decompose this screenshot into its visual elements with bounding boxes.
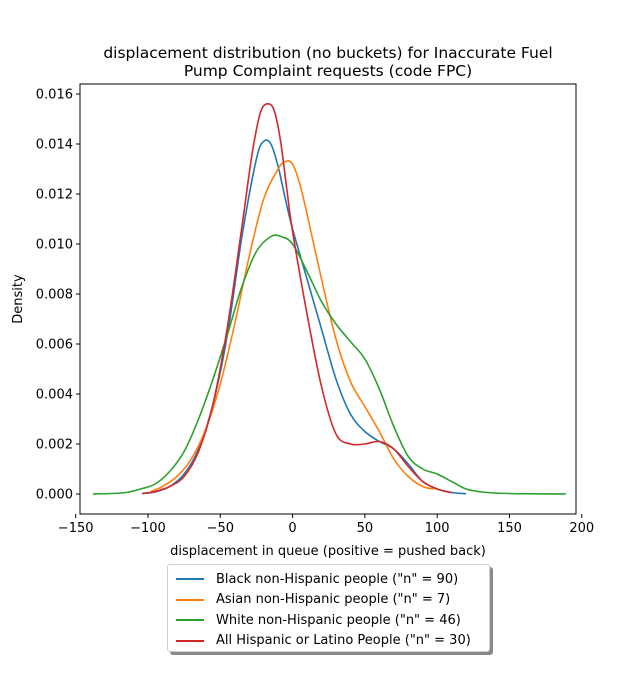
- y-tick-label: 0.004: [36, 388, 73, 403]
- y-tick-label: 0.016: [36, 88, 73, 103]
- x-tick-label: −100: [130, 521, 166, 536]
- x-tick-label: −150: [58, 521, 94, 536]
- legend-item: Asian non-Hispanic people ("n" = 7): [176, 590, 489, 611]
- legend-swatch-black: [176, 578, 204, 581]
- legend-label: White non-Hispanic people ("n" = 46): [216, 612, 461, 628]
- legend-swatch-white: [176, 619, 204, 622]
- x-tick-label: 150: [497, 521, 522, 536]
- y-tick-label: 0.012: [36, 188, 73, 203]
- y-tick-label: 0.010: [36, 238, 73, 253]
- series-line-0: [142, 139, 467, 495]
- y-axis-label: Density: [11, 274, 26, 324]
- legend-label: All Hispanic or Latino People ("n" = 30): [216, 633, 471, 649]
- y-tick-label: 0.014: [36, 138, 73, 153]
- x-axis: −150 −100 −50 0 50 100 150 200: [58, 514, 594, 536]
- plot-frame: [79, 83, 577, 515]
- legend-label: Asian non-Hispanic people ("n" = 7): [216, 592, 451, 608]
- x-tick-label: −50: [207, 521, 234, 536]
- x-axis-label: displacement in queue (positive = pushed…: [170, 544, 486, 559]
- chart-title-line-1: displacement distribution (no buckets) f…: [103, 44, 552, 62]
- x-tick-label: 100: [425, 521, 450, 536]
- y-tick-label: 0.008: [36, 288, 73, 303]
- series-line-2: [92, 234, 566, 495]
- x-tick-label: 50: [357, 521, 374, 536]
- y-tick-label: 0.000: [36, 488, 73, 503]
- series-line-3: [142, 103, 452, 495]
- y-tick-label: 0.002: [36, 438, 73, 453]
- x-tick-label: 0: [288, 521, 296, 536]
- legend-item: Black non-Hispanic people ("n" = 90): [176, 569, 489, 590]
- legend-label: Black non-Hispanic people ("n" = 90): [216, 571, 459, 587]
- y-axis: 0.000 0.002 0.004 0.006 0.008 0.010 0.012 0.014…: [36, 88, 80, 503]
- y-tick-label: 0.006: [36, 338, 73, 353]
- series-line-1: [150, 160, 435, 493]
- x-tick-label: 200: [569, 521, 594, 536]
- chart-title-line-2: Pump Complaint requests (code FPC): [184, 62, 472, 80]
- legend-swatch-asian: [176, 598, 204, 601]
- legend: Black non-Hispanic people ("n" = 90) Asi…: [167, 564, 490, 652]
- legend-swatch-hispanic: [176, 639, 204, 642]
- series-lines: [92, 103, 566, 495]
- legend-item: All Hispanic or Latino People ("n" = 30): [176, 631, 489, 652]
- legend-item: White non-Hispanic people ("n" = 46): [176, 610, 489, 631]
